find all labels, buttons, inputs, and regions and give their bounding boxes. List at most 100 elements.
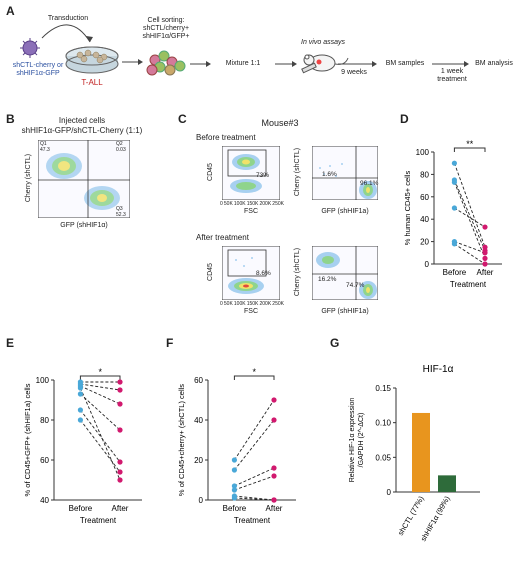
after-gfp-xlabel: GFP (shHIF1a) [321, 308, 369, 315]
fsc-tick: 50K [223, 201, 233, 207]
pair-line [453, 163, 486, 248]
panel-f-label: F [166, 336, 174, 350]
x-tick-label: After [477, 268, 494, 277]
x-tick-label: Before [69, 504, 93, 513]
pair-line [454, 241, 486, 254]
pair-line [453, 179, 486, 251]
panel-b-xlabel: GFP (shHIF1α) [60, 222, 108, 229]
fsc-tick: 100K [233, 201, 246, 207]
x-tick-label: After [112, 504, 129, 513]
before-point [77, 417, 83, 423]
y-tick-label: 20 [194, 456, 203, 465]
y-axis-label: % human CD45+ cells [403, 171, 412, 246]
x-axis-label: Treatment [80, 516, 117, 525]
cell-cluster-icon [146, 50, 186, 76]
y-tick-label: 0 [425, 260, 430, 269]
pair-line [80, 383, 121, 391]
y-tick-label: 40 [420, 215, 429, 224]
after-point [271, 465, 277, 471]
fsc-tick: 250K [272, 201, 284, 207]
significance-bracket [453, 147, 486, 152]
after-point [271, 397, 277, 403]
panel-a-schematic [20, 24, 469, 76]
before-cd45-plot [222, 146, 280, 200]
y-tick-label: 60 [194, 376, 203, 385]
y-tick-label: 0.05 [375, 453, 391, 462]
before-q1-value: 1.6% [322, 171, 337, 178]
before-point [451, 160, 457, 166]
x-tick-label: After [266, 504, 283, 513]
pair-line [234, 475, 275, 491]
chart-g-title: HIF-1α [423, 364, 454, 375]
bm-analysis-label: BM analysis [475, 60, 513, 67]
after-gate-value: 8.6% [256, 270, 271, 277]
panel-b-subtitle: shHIF1α-GFP/shCTL-Cherry (1:1) [21, 126, 143, 135]
before-treatment-label: Before treatment [196, 133, 256, 142]
after-q3-value: 74.7% [346, 282, 365, 289]
after-point [482, 224, 488, 230]
vectors-label: shCTL-cherry or shHIF1α-GFP [12, 62, 64, 78]
fsc-tick: 0 [220, 201, 223, 207]
panel-b-ylabel: Cherry (shCTL) [24, 153, 32, 203]
mixture-label: Mixture 1:1 [225, 60, 261, 67]
after-q1-value: 16.2% [318, 276, 337, 283]
before-cd45-ylabel: CD45 [206, 163, 214, 181]
mouse-number: Mouse#3 [261, 118, 299, 128]
fsc-tick: 150K [246, 201, 259, 207]
before-quadrant-plot [312, 146, 378, 200]
significance-label: * [252, 367, 256, 377]
pair-line [80, 409, 121, 463]
gfp-population [84, 186, 120, 210]
pair-line [234, 495, 275, 501]
after-point [117, 469, 123, 475]
before-fsc-xlabel: FSC [244, 208, 258, 215]
x-tick-label: Before [443, 268, 467, 277]
significance-label: ** [466, 140, 474, 149]
pair-line [234, 419, 275, 471]
panel-b-q3: Q3 52.3 [116, 206, 126, 218]
after-fsc-ticks: 0 50K 100K 150K 200K 250K [220, 301, 284, 307]
panel-c-label: C [178, 112, 187, 126]
y-tick-label: 40 [194, 416, 203, 425]
after-point [117, 387, 123, 393]
pair-line [234, 399, 275, 461]
y-tick-label: 40 [40, 496, 49, 505]
weeks-label: 9 weeks [341, 69, 367, 76]
before-point [77, 385, 83, 391]
before-point [231, 457, 237, 463]
y-tick-label: 60 [40, 456, 49, 465]
significance-bracket [79, 375, 121, 380]
before-point [231, 487, 237, 493]
after-cd45-ylabel: CD45 [206, 263, 214, 281]
y-tick-label: 0 [387, 488, 392, 497]
y-axis-label: % of CD45+cherry+ (shCTL) cells [177, 384, 186, 496]
chart-g: HIF-1α 0 0.05 0.10 0.15 Relative HIF-1α expre… [349, 364, 480, 543]
after-point [271, 473, 277, 479]
y-tick-label: 0 [199, 496, 204, 505]
sorting-label: Cell sorting: shCTL/cherry+ shHIF1α/GFP+ [142, 17, 190, 41]
chart-f: 0 20 40 60 Before After Treatment % of CD45+che… [177, 367, 296, 525]
after-point [117, 401, 123, 407]
panel-b-title: Injected cells [58, 116, 106, 125]
panel-b-flow-plot [38, 140, 130, 218]
y-tick-label: 80 [40, 416, 49, 425]
after-point [117, 459, 123, 465]
panel-d-label: D [400, 112, 409, 126]
panel-g-label: G [330, 336, 340, 350]
after-point [117, 379, 123, 385]
chart-d: 0 20 40 60 80 100 Before After Treatment % human … [403, 140, 502, 289]
panel-e-label: E [6, 336, 15, 350]
y-axis-label: Relative HIF-1α expression [349, 398, 356, 483]
before-point [231, 495, 237, 501]
after-point [482, 250, 488, 256]
treatment-week-label: 1 week treatment [437, 68, 467, 84]
tall-label: T-ALL [81, 78, 103, 87]
before-fsc-ticks: 0 50K 100K 150K 200K 250K [220, 201, 284, 207]
before-point [77, 391, 83, 397]
y-tick-label: 0.10 [375, 419, 391, 428]
panel-b-label: B [6, 112, 15, 126]
petri-dish-icon [65, 46, 119, 74]
before-gfp-xlabel: GFP (shHIF1a) [321, 208, 369, 215]
pair-line [79, 387, 121, 481]
fsc-tick: 50K [223, 301, 233, 307]
